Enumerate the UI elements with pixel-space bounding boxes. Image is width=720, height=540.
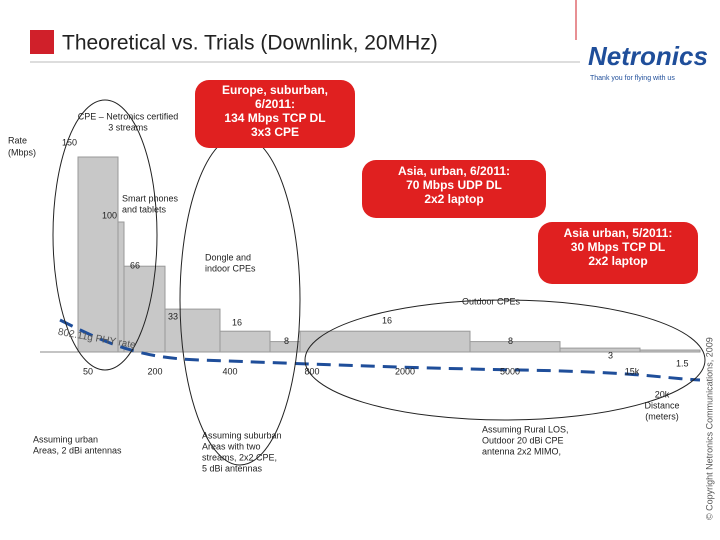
x-tick-label: 400 [222, 366, 237, 376]
annotation: Areas, 2 dBi antennas [33, 445, 122, 455]
copyright: © Copyright Netronics Communications, 20… [704, 337, 714, 520]
tagline: Thank you for flying with us [590, 75, 675, 82]
logo: Netronics [588, 41, 708, 71]
bar [639, 349, 701, 353]
annotation: Dongle and [205, 252, 251, 262]
annotation: Outdoor CPEs [462, 296, 521, 306]
callout-text: 2x2 laptop [588, 254, 647, 268]
callout-text: Asia urban, 5/2011: [564, 226, 673, 240]
bar [164, 308, 221, 353]
ellipse-suburban [179, 134, 301, 466]
callout-text: 134 Mbps TCP DL [224, 111, 325, 125]
callout-box [195, 80, 355, 148]
value-label: 3 [608, 350, 613, 360]
annotation: 3 streams [108, 122, 148, 132]
ellipse-urban [52, 99, 158, 371]
value-label: 16 [232, 318, 242, 328]
bar [77, 156, 119, 353]
annotation: Smart phones [122, 193, 179, 203]
x-tick-label: 15k [625, 366, 640, 376]
callout-box [538, 222, 698, 284]
x-tick-label: 800 [304, 366, 319, 376]
bar [469, 341, 561, 353]
phy-curve [59, 318, 701, 382]
annotation: Areas with two [202, 441, 261, 451]
annotation: CPE – Netronics certified [78, 111, 179, 121]
bar [219, 330, 271, 353]
callout-text: 6/2011: [255, 97, 295, 111]
annotation: indoor CPEs [205, 263, 256, 273]
bar [123, 265, 166, 353]
bar [559, 347, 641, 353]
annotation: Assuming Rural LOS, [482, 424, 569, 434]
annotation: streams, 2x2 CPE, [202, 452, 277, 462]
callout-text: Asia, urban, 6/2011: [398, 164, 510, 178]
x-tick-label: 2000 [395, 366, 415, 376]
value-label: 1.5 [676, 358, 689, 368]
x-tick-label: 5000 [500, 366, 520, 376]
title-bullet [30, 30, 54, 54]
annotation: 5 dBi antennas [202, 463, 263, 473]
callout-text: 3x3 CPE [251, 125, 299, 139]
callout-text: Europe, suburban, [222, 83, 328, 97]
bar [299, 330, 471, 353]
value-label: 33 [168, 311, 178, 321]
annotation: Assuming suburban [202, 430, 282, 440]
annotation: antenna 2x2 MIMO, [482, 446, 561, 456]
x-tick-label: 200 [147, 366, 162, 376]
bar [117, 221, 125, 353]
value-label: 66 [130, 261, 140, 271]
x-axis-title: 20k [655, 389, 670, 399]
value-label: 16 [382, 316, 392, 326]
x-axis-title: (meters) [645, 411, 679, 421]
value-label: 100 [102, 210, 117, 220]
y-axis-title: (Mbps) [8, 147, 36, 157]
callout-text: 2x2 laptop [424, 192, 483, 206]
annotation: and tablets [122, 204, 167, 214]
annotation: Assuming urban [33, 434, 98, 444]
callout-box [362, 160, 546, 218]
x-tick-label: 50 [83, 366, 93, 376]
annotation: Outdoor 20 dBi CPE [482, 435, 564, 445]
value-label: 8 [508, 336, 513, 346]
ellipse-rural [304, 299, 706, 421]
value-label: 150 [62, 137, 77, 147]
y-axis-title: Rate [8, 135, 27, 145]
x-axis-title: Distance [644, 400, 679, 410]
callout-text: 70 Mbps UDP DL [406, 178, 502, 192]
slide-title: Theoretical vs. Trials (Downlink, 20MHz) [62, 32, 438, 55]
callout-text: 30 Mbps TCP DL [571, 240, 665, 254]
value-label: 8 [284, 336, 289, 346]
